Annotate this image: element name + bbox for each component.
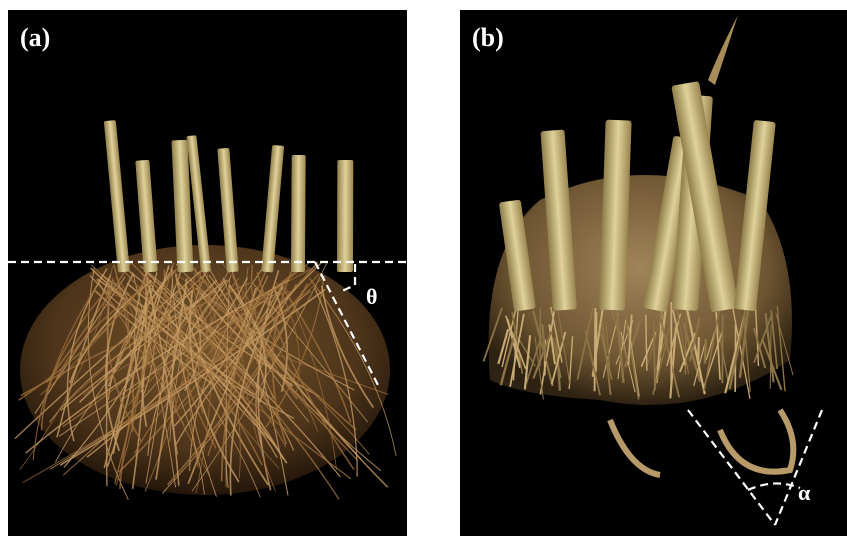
panel-label: (b) — [472, 23, 504, 52]
angle-label: α — [798, 480, 811, 505]
page: (a) θ (b) α (() => { const data = JSON.p… — [0, 0, 847, 536]
panel-a: (a) θ — [8, 10, 407, 536]
root-strand — [705, 339, 706, 363]
panel-b: (b) α — [460, 10, 847, 536]
panel-label: (a) — [20, 23, 50, 52]
stalk — [337, 160, 353, 272]
angle-label: θ — [366, 284, 377, 309]
figure: (a) θ (b) α — [0, 0, 847, 536]
root-strand — [595, 308, 596, 391]
stalk — [291, 155, 306, 272]
